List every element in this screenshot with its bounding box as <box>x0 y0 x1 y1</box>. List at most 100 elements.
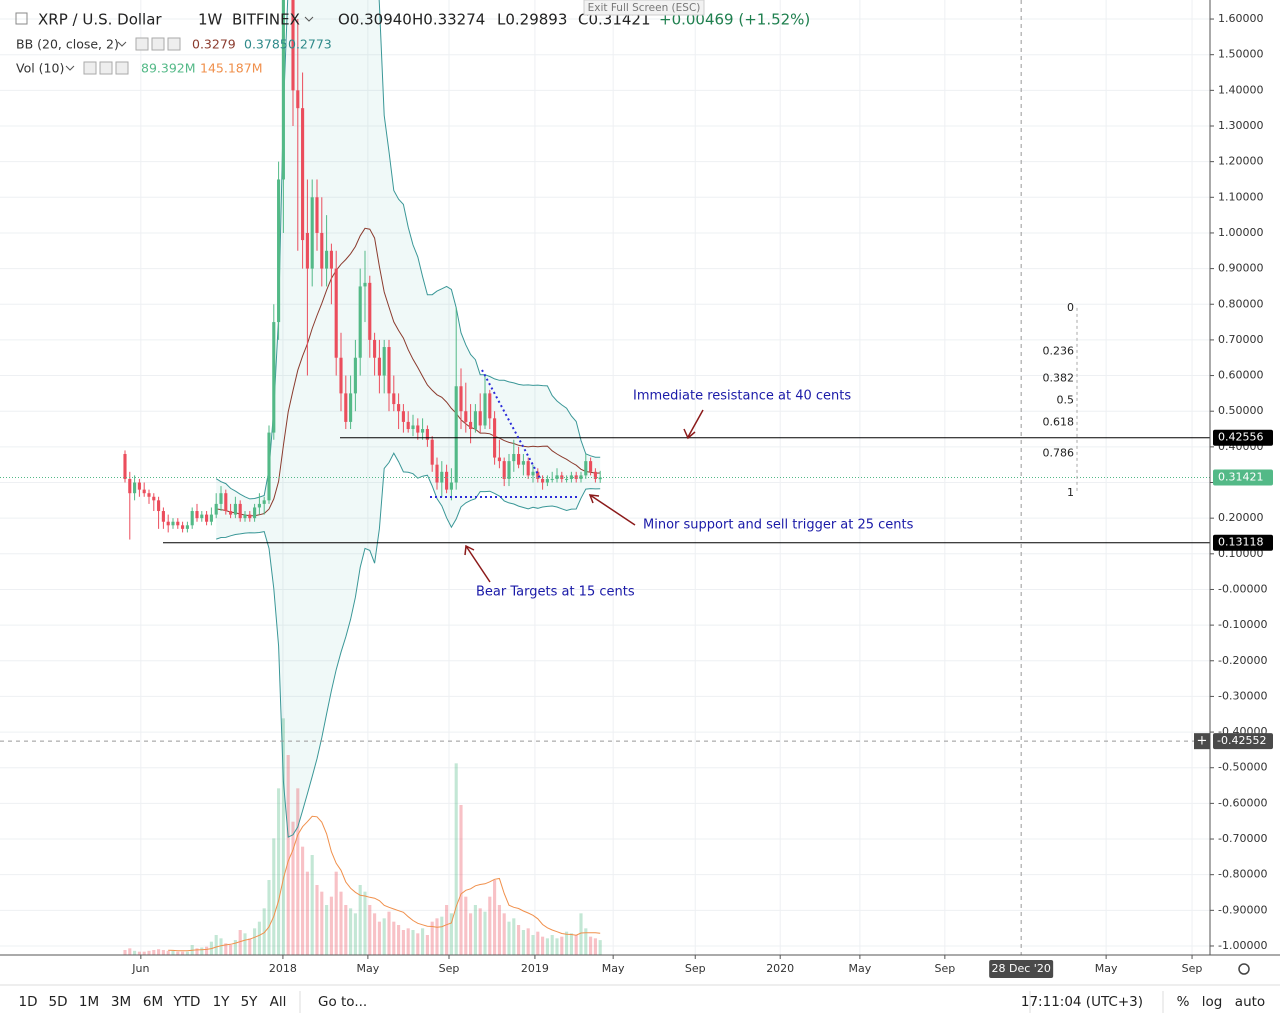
volume-bar <box>267 880 271 955</box>
candle-body <box>152 496 156 501</box>
range-button[interactable]: 3M <box>111 994 131 1010</box>
candle-body <box>205 514 209 522</box>
candle-body <box>358 286 362 358</box>
volume-bar <box>560 936 564 955</box>
volume-bar <box>224 943 228 955</box>
fib-level-label: 0.382 <box>1043 372 1075 385</box>
y-tick-label: -0.70000 <box>1218 832 1267 845</box>
y-tick-label: 1.20000 <box>1218 155 1264 168</box>
x-tick-label: Sep <box>934 962 955 975</box>
candle-body <box>406 421 410 430</box>
volume-bar <box>493 880 497 955</box>
candle-body <box>214 503 218 515</box>
volume-bar <box>497 905 501 955</box>
price-label: 0.42556 <box>1218 431 1264 444</box>
x-tick-label: 2020 <box>766 962 794 975</box>
y-tick-label: -0.10000 <box>1218 618 1267 631</box>
range-button[interactable]: YTD <box>173 994 201 1010</box>
goto-button[interactable]: Go to... <box>318 994 367 1010</box>
candle-body <box>531 471 535 476</box>
volume-bar <box>449 913 453 955</box>
range-button[interactable]: 1M <box>79 994 99 1010</box>
volume-bar <box>325 905 329 955</box>
volume-bar <box>238 930 242 955</box>
range-button[interactable]: All <box>270 994 287 1010</box>
candle-body <box>267 432 271 501</box>
fib-level-label: 0.618 <box>1043 415 1075 428</box>
candle-body <box>166 521 170 526</box>
range-button[interactable]: 1D <box>19 994 38 1010</box>
auto-toggle[interactable]: auto <box>1235 994 1265 1010</box>
log-toggle[interactable]: log <box>1202 994 1223 1010</box>
volume-bar <box>253 928 257 955</box>
range-button[interactable]: 1Y <box>213 994 231 1010</box>
chevron[interactable] <box>304 16 314 22</box>
candle-body <box>123 453 127 479</box>
candle-body <box>377 357 381 376</box>
candle-body <box>550 478 554 480</box>
volume-bar <box>416 933 420 955</box>
x-tick-label: May <box>849 962 872 975</box>
y-tick-label: 1.00000 <box>1218 226 1264 239</box>
volume-bar <box>166 950 170 955</box>
candle-body <box>253 507 257 519</box>
candle-body <box>176 521 180 526</box>
volume-bar <box>473 905 477 955</box>
candle-body <box>373 339 377 358</box>
bb-upper-value: 0.3785 <box>244 37 288 52</box>
tooltip-text: Exit Full Screen (ESC) <box>588 2 701 14</box>
drawings: Immediate resistance at 40 cents Minor s… <box>430 369 914 600</box>
settings-icon[interactable] <box>151 37 165 51</box>
add-button[interactable] <box>1194 733 1210 750</box>
collapse-icon[interactable] <box>15 12 28 25</box>
volume-bar <box>291 821 295 955</box>
range-button[interactable]: 5D <box>49 994 68 1010</box>
volume-bar <box>344 905 348 955</box>
chevron[interactable] <box>117 41 127 47</box>
volume-bar <box>401 930 405 955</box>
volume-bar <box>334 871 338 955</box>
crosshair-y-label: -0.42552 <box>1217 734 1266 747</box>
remove-icon[interactable] <box>167 37 181 51</box>
candle-body <box>190 511 194 526</box>
percent-toggle[interactable]: % <box>1177 994 1190 1010</box>
candle-body <box>262 500 266 504</box>
candle-body <box>339 357 343 394</box>
range-button[interactable]: 6M <box>143 994 163 1010</box>
range-button[interactable]: 5Y <box>241 994 259 1010</box>
candle-body <box>584 461 588 476</box>
toolbar-bg <box>0 985 1280 1024</box>
candle-body <box>483 393 487 426</box>
add-button-icon: + <box>1197 734 1208 749</box>
volume-bar <box>373 913 377 955</box>
fib-level-label: 0 <box>1067 301 1074 314</box>
volume-bar <box>392 921 396 955</box>
volume-bar <box>329 896 333 955</box>
volume-bar <box>152 950 156 955</box>
volume-bar <box>521 930 525 955</box>
remove-icon[interactable] <box>115 61 129 75</box>
volume-bar <box>185 951 189 955</box>
bb-upper <box>215 0 601 500</box>
volume-bar <box>589 936 593 955</box>
exchange: BITFINEX <box>232 11 300 29</box>
chevron[interactable] <box>65 65 75 71</box>
candle-body <box>526 461 530 476</box>
volume-bar <box>181 951 185 955</box>
tooltip-box[interactable] <box>583 0 705 16</box>
bb-lower <box>216 452 601 838</box>
volume-bar <box>277 788 281 955</box>
eye-icon[interactable] <box>83 61 97 75</box>
volume-bar <box>157 949 161 955</box>
settings-icon[interactable] <box>99 61 113 75</box>
annotation: Bear Targets at 15 cents <box>476 585 635 600</box>
volume-bar <box>296 788 300 955</box>
volume-bar <box>281 718 285 955</box>
y-tick-label: 1.10000 <box>1218 190 1264 203</box>
volume-bar <box>368 905 372 955</box>
volume-bar <box>161 950 165 955</box>
eye-icon[interactable] <box>135 37 149 51</box>
volume-bar <box>257 921 261 955</box>
settings-gear[interactable] <box>1238 963 1250 975</box>
candle-body <box>281 0 285 180</box>
